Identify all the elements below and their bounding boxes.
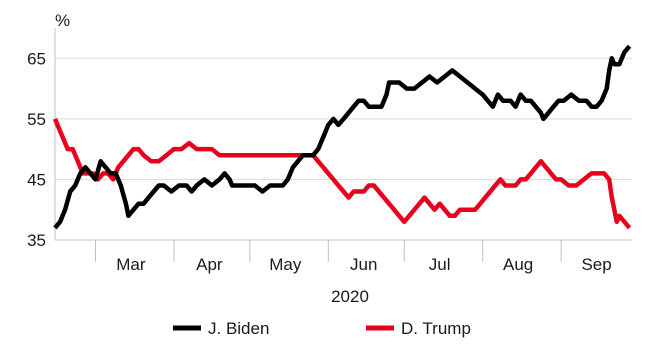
x-tick-label: Jun bbox=[350, 255, 377, 274]
x-tick-label: Apr bbox=[196, 255, 223, 274]
y-tick-label: 45 bbox=[27, 170, 46, 189]
series-line-d-trump bbox=[52, 118, 632, 230]
x-tick-label: Mar bbox=[116, 255, 146, 274]
series-line-j-biden bbox=[53, 44, 632, 230]
x-tick-label: Jul bbox=[429, 255, 451, 274]
series-lines bbox=[52, 44, 632, 230]
x-tick-label: Aug bbox=[503, 255, 533, 274]
legend-label-j-biden: J. Biden bbox=[208, 319, 269, 338]
y-axis-unit: % bbox=[55, 11, 70, 30]
y-tick-label: 35 bbox=[27, 231, 46, 250]
legend-label-d-trump: D. Trump bbox=[401, 319, 471, 338]
x-axis-year-label: 2020 bbox=[331, 287, 369, 306]
axis-labels: % 2020 35 45 55 65 Mar Apr May Jun Jul Aug Sep bbox=[27, 11, 612, 306]
x-tick-label: Sep bbox=[581, 255, 611, 274]
x-tick-label: May bbox=[269, 255, 302, 274]
y-tick-label: 65 bbox=[27, 49, 46, 68]
legend: J. Biden D. Trump bbox=[173, 319, 471, 338]
y-tick-label: 55 bbox=[27, 110, 46, 129]
axes bbox=[54, 28, 632, 262]
